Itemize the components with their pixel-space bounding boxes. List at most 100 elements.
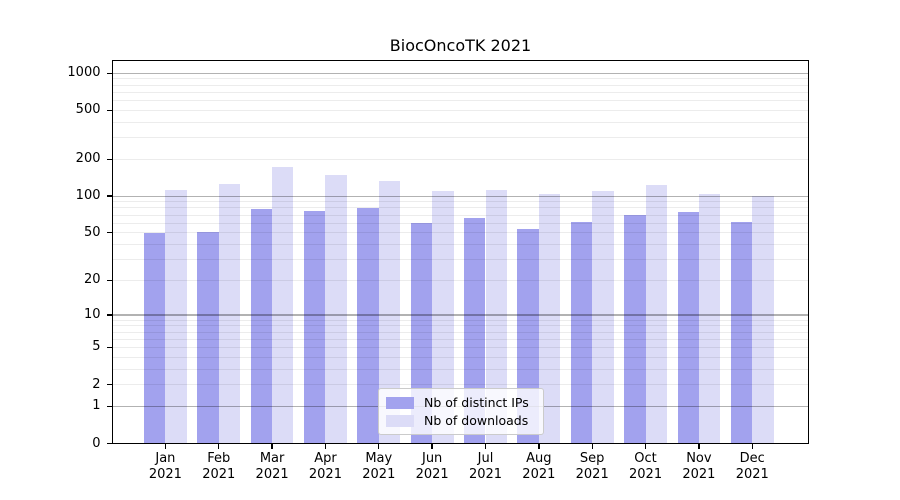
y-axis-tick bbox=[106, 279, 112, 282]
gridline-minor bbox=[111, 100, 809, 102]
x-axis-tick bbox=[484, 444, 487, 449]
x-tick-label: Dec 2021 bbox=[735, 450, 769, 482]
bar-downloads-mar bbox=[272, 167, 294, 444]
y-tick-label: 10 bbox=[83, 306, 101, 322]
gridline-minor bbox=[111, 325, 809, 327]
y-tick-label: 1 bbox=[92, 398, 101, 414]
bar-distinct-ips-dec bbox=[730, 222, 753, 444]
bar-distinct-ips-jul bbox=[464, 218, 486, 444]
gridline-minor bbox=[111, 368, 809, 370]
legend-label-downloads: Nb of downloads bbox=[424, 413, 529, 428]
gridline-major bbox=[111, 195, 809, 197]
x-axis-tick bbox=[644, 444, 647, 449]
y-axis-tick bbox=[106, 158, 112, 160]
gridline-minor bbox=[111, 214, 809, 216]
x-axis-tick bbox=[591, 444, 593, 449]
y-tick-label: 200 bbox=[75, 151, 101, 167]
legend-swatch-downloads bbox=[386, 415, 414, 427]
gridline-minor bbox=[111, 222, 809, 224]
legend-item-downloads: Nb of downloads bbox=[386, 414, 535, 428]
gridline-minor bbox=[111, 137, 809, 139]
gridline-minor bbox=[111, 356, 809, 358]
y-axis-tick bbox=[106, 195, 112, 197]
legend: Nb of distinct IPs Nb of downloads bbox=[378, 388, 544, 435]
y-tick-label: 50 bbox=[83, 224, 101, 240]
y-axis-tick bbox=[106, 442, 112, 445]
bar-distinct-ips-sep bbox=[570, 222, 593, 444]
bar-distinct-ips-apr bbox=[304, 210, 326, 444]
bar-downloads-jul bbox=[485, 190, 507, 444]
bar-downloads-jan bbox=[165, 189, 187, 444]
bar-downloads-apr bbox=[325, 175, 347, 444]
x-tick-label: Sep 2021 bbox=[575, 450, 609, 482]
y-axis-tick bbox=[106, 383, 112, 386]
x-axis-tick bbox=[271, 444, 273, 449]
bar-distinct-ips-mar bbox=[250, 208, 273, 444]
x-tick-label: Feb 2021 bbox=[202, 450, 236, 482]
gridline-minor bbox=[111, 243, 809, 245]
x-axis-tick bbox=[378, 444, 380, 449]
x-tick-label: Aug 2021 bbox=[522, 450, 556, 482]
gridline-minor bbox=[111, 346, 809, 348]
bar-downloads-may bbox=[378, 180, 401, 444]
gridline-major bbox=[111, 314, 809, 316]
gridline-minor bbox=[111, 338, 809, 340]
x-axis-tick bbox=[218, 444, 220, 449]
gridline-major bbox=[111, 72, 809, 74]
gridline-minor bbox=[111, 158, 809, 160]
bar-distinct-ips-oct bbox=[624, 215, 646, 444]
bar-downloads-aug bbox=[538, 194, 561, 444]
gridline-minor bbox=[111, 319, 809, 321]
gridline-minor bbox=[111, 201, 809, 203]
bar-downloads-sep bbox=[592, 190, 614, 444]
x-tick-label: Jul 2021 bbox=[468, 450, 503, 482]
x-axis-tick bbox=[698, 444, 700, 449]
y-axis-tick bbox=[106, 72, 112, 74]
y-axis-tick bbox=[106, 405, 112, 408]
gridline-minor bbox=[111, 91, 809, 93]
y-tick-label: 0 bbox=[92, 435, 101, 451]
x-tick-label: Nov 2021 bbox=[682, 450, 716, 482]
y-tick-label: 2 bbox=[92, 376, 101, 392]
bar-distinct-ips-jan bbox=[144, 232, 166, 444]
legend-swatch-distinct-ips bbox=[386, 397, 414, 409]
bar-downloads-dec bbox=[752, 195, 774, 444]
x-tick-label: Apr 2021 bbox=[308, 450, 342, 482]
x-tick-label: Oct 2021 bbox=[629, 450, 663, 482]
legend-item-distinct-ips: Nb of distinct IPs bbox=[386, 396, 535, 410]
y-tick-label: 1000 bbox=[67, 65, 101, 81]
bar-downloads-oct bbox=[645, 184, 667, 444]
gridline-minor bbox=[111, 384, 809, 386]
y-axis-tick bbox=[106, 346, 112, 349]
x-tick-label: Jan 2021 bbox=[148, 450, 182, 482]
gridline-minor bbox=[111, 258, 809, 260]
y-axis-tick bbox=[106, 232, 112, 234]
gridline-minor bbox=[111, 331, 809, 333]
gridline-minor bbox=[111, 207, 809, 209]
y-tick-label: 5 bbox=[92, 339, 101, 355]
gridline-minor bbox=[111, 84, 809, 86]
x-axis-tick bbox=[538, 444, 540, 449]
x-tick-label: Jun 2021 bbox=[415, 450, 449, 482]
y-tick-label: 100 bbox=[75, 188, 101, 204]
x-axis-tick bbox=[324, 444, 327, 449]
gridline-minor bbox=[111, 121, 809, 123]
bar-downloads-jun bbox=[432, 191, 454, 444]
y-tick-label: 20 bbox=[83, 272, 101, 288]
y-axis-tick bbox=[106, 109, 112, 111]
gridline-minor bbox=[111, 279, 809, 281]
y-tick-label: 500 bbox=[75, 102, 101, 118]
x-axis-tick bbox=[164, 444, 167, 449]
x-axis-tick bbox=[751, 444, 753, 449]
chart-title: BiocOncoTK 2021 bbox=[389, 36, 532, 55]
x-axis-tick bbox=[431, 444, 433, 449]
legend-label-distinct-ips: Nb of distinct IPs bbox=[424, 395, 529, 410]
bar-distinct-ips-feb bbox=[197, 231, 219, 444]
bar-distinct-ips-nov bbox=[677, 212, 699, 444]
bar-distinct-ips-may bbox=[357, 207, 379, 444]
bar-downloads-feb bbox=[218, 183, 241, 444]
gridline-minor bbox=[111, 78, 809, 80]
bar-downloads-nov bbox=[698, 194, 721, 444]
y-axis-tick bbox=[106, 314, 112, 316]
